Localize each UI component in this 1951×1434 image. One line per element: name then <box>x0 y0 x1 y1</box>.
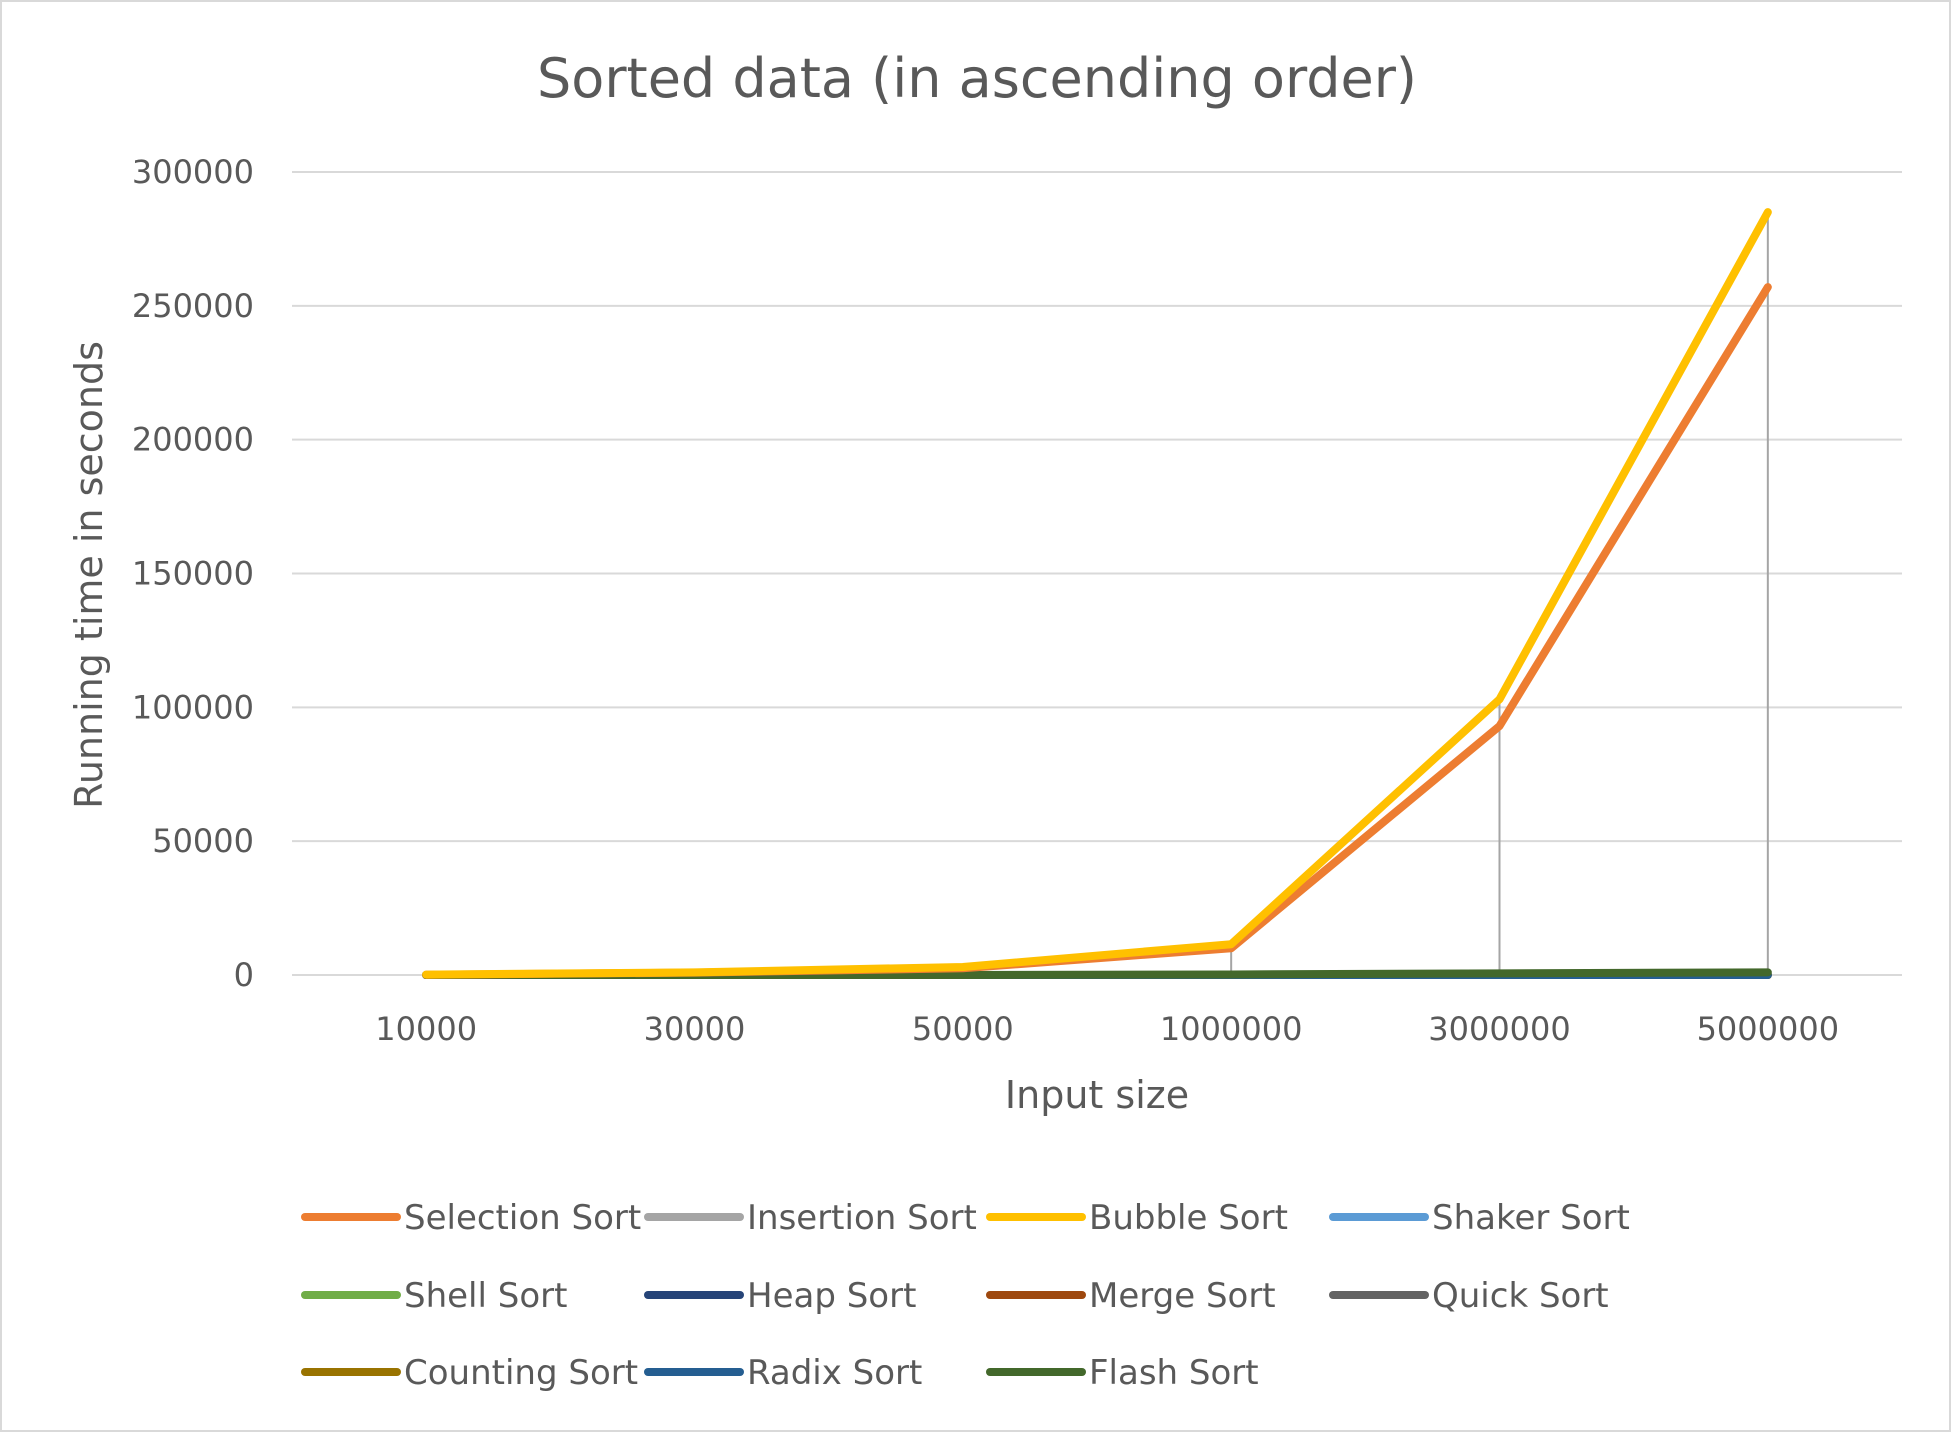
legend-label: Quick Sort <box>1432 1276 1609 1316</box>
y-tick-label: 50000 <box>152 822 254 860</box>
legend-label: Counting Sort <box>404 1353 638 1393</box>
legend-item: Shaker Sort <box>1329 1198 1630 1238</box>
legend-item: Flash Sort <box>986 1353 1259 1393</box>
y-tick-label: 300000 <box>132 153 254 191</box>
x-tick-label: 30000 <box>644 1010 746 1048</box>
legend-item: Bubble Sort <box>986 1198 1288 1238</box>
legend: Selection Sort Insertion Sort Bubble Sort S… <box>301 1198 1630 1393</box>
legend-label: Merge Sort <box>1089 1276 1276 1316</box>
x-tick-label: 1000000 <box>1160 1010 1303 1048</box>
legend-item: Heap Sort <box>644 1276 916 1316</box>
legend-item: Merge Sort <box>986 1276 1276 1316</box>
legend-item: Selection Sort <box>301 1198 641 1238</box>
series-lines <box>422 208 1772 979</box>
legend-label: Insertion Sort <box>747 1198 977 1238</box>
x-tick-label: 50000 <box>912 1010 1014 1048</box>
y-tick-label: 100000 <box>132 688 254 726</box>
legend-label: Selection Sort <box>404 1198 641 1238</box>
y-axis-title: Running time in seconds <box>67 341 111 809</box>
legend-item: Radix Sort <box>644 1353 922 1393</box>
y-tick-label: 200000 <box>132 421 254 459</box>
y-tick-label: 250000 <box>132 287 254 325</box>
y-tick-label: 150000 <box>132 555 254 593</box>
legend-label: Bubble Sort <box>1089 1198 1288 1238</box>
legend-label: Shell Sort <box>404 1276 567 1316</box>
x-axis-title: Input size <box>1005 1073 1189 1117</box>
legend-label: Flash Sort <box>1089 1353 1259 1393</box>
legend-item: Shell Sort <box>301 1276 567 1316</box>
legend-label: Radix Sort <box>747 1353 922 1393</box>
legend-label: Shaker Sort <box>1432 1198 1630 1238</box>
drop-lines <box>425 212 1769 975</box>
x-tick-label: 3000000 <box>1428 1010 1571 1048</box>
gridlines <box>292 171 1902 976</box>
x-axis-ticks: 10000 30000 50000 1000000 3000000 5000000 <box>375 1010 1839 1048</box>
y-axis-ticks: 0 50000 100000 150000 200000 250000 300000 <box>132 153 254 994</box>
legend-item: Counting Sort <box>301 1353 638 1393</box>
x-tick-label: 5000000 <box>1697 1010 1840 1048</box>
chart-title: Sorted data (in ascending order) <box>537 47 1417 110</box>
x-tick-label: 10000 <box>375 1010 477 1048</box>
legend-label: Heap Sort <box>747 1276 916 1316</box>
series-line-bubble-sort <box>422 208 1772 979</box>
legend-item: Quick Sort <box>1329 1276 1609 1316</box>
series-line-selection-sort <box>422 283 1772 979</box>
y-tick-label: 0 <box>234 956 254 994</box>
legend-item: Insertion Sort <box>644 1198 977 1238</box>
